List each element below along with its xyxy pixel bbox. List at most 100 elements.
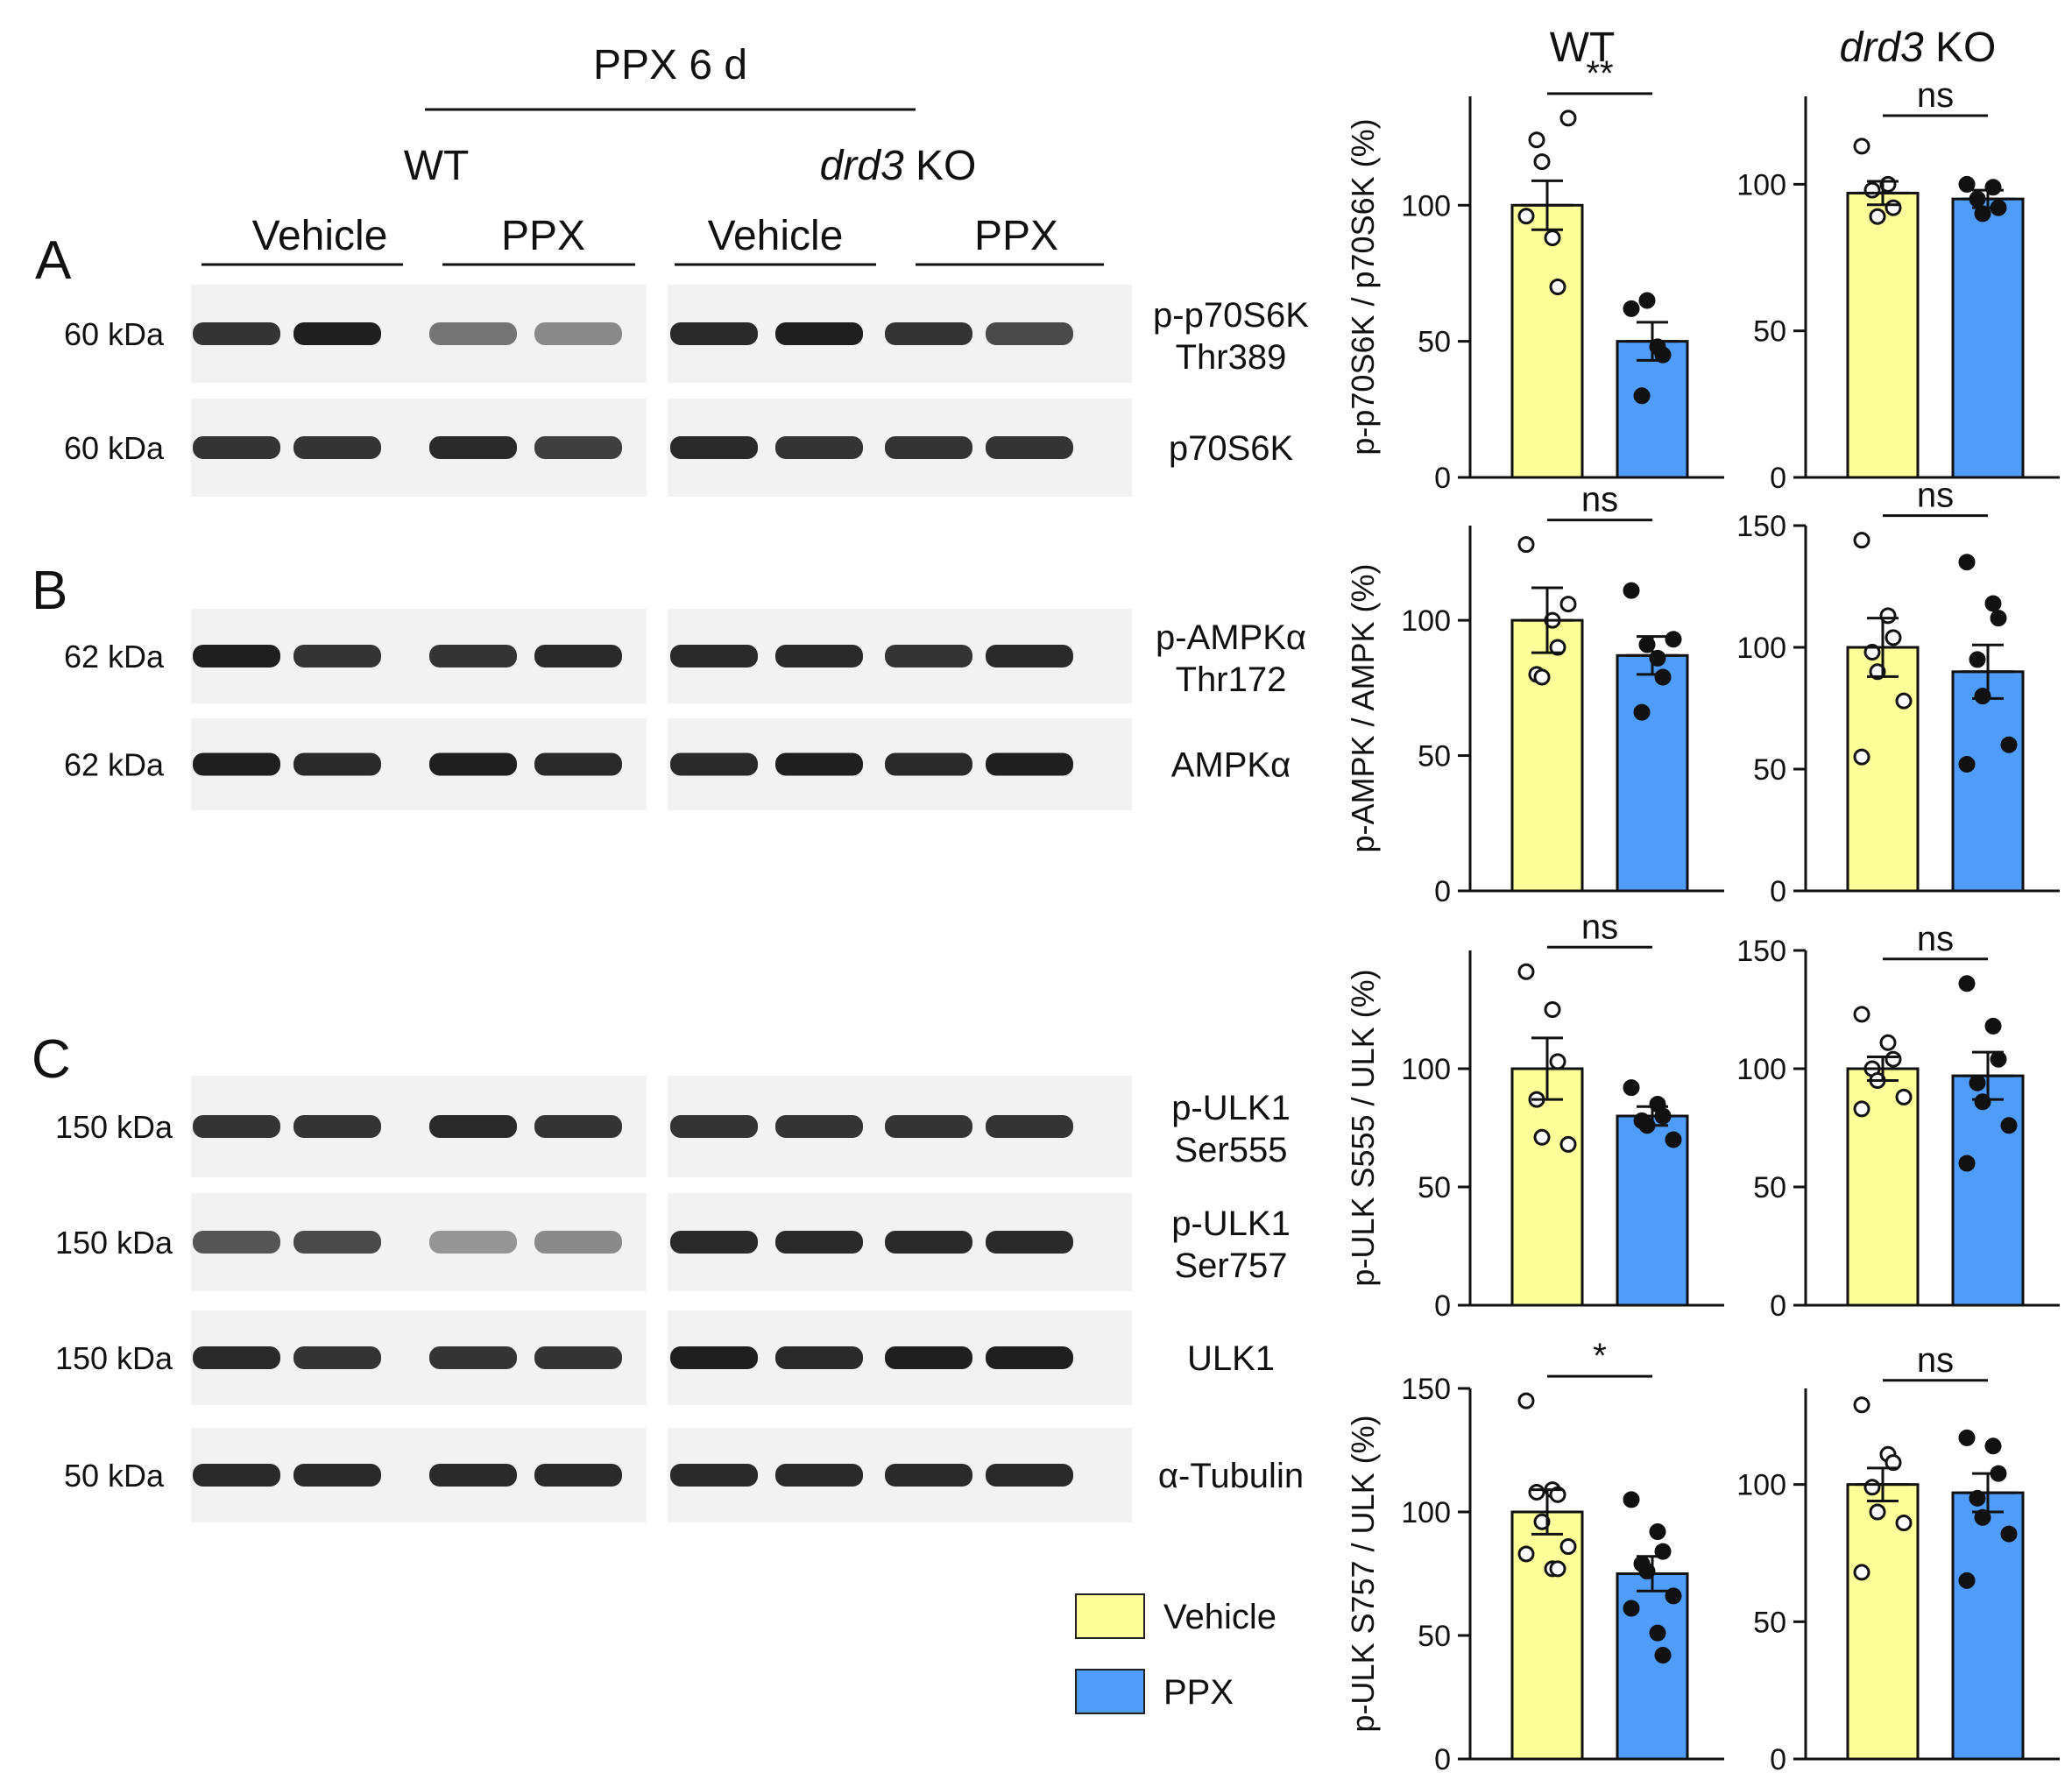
data-point <box>1654 668 1672 686</box>
data-point <box>1984 595 2002 612</box>
ko-suffix: KO <box>904 143 977 189</box>
data-point <box>1885 199 1902 216</box>
site-label: Ser757 <box>1175 1247 1288 1285</box>
protein-label: p-p70S6K <box>1153 296 1309 335</box>
blot-band <box>429 1115 517 1138</box>
blot-band <box>193 436 280 459</box>
blot-band <box>986 436 1073 459</box>
blot-band <box>885 1115 972 1138</box>
lane-group-label: PPX <box>974 213 1058 259</box>
blot-band <box>193 1464 280 1487</box>
y-tick-label: 150 <box>1736 510 1786 543</box>
data-point <box>1549 1053 1566 1070</box>
data-point <box>1958 1155 1976 1172</box>
data-point <box>1869 208 1886 225</box>
data-point <box>1649 1624 1666 1642</box>
y-tick-label: 50 <box>1753 1606 1786 1639</box>
protein-label: p70S6K <box>1169 429 1294 468</box>
blot-band <box>670 322 758 345</box>
bar-chart: 0 50 100 150 p-ULK S757 / ULK (%) * <box>1345 1337 1724 1776</box>
lane-group-label: Vehicle <box>708 213 844 259</box>
data-point <box>1559 596 1577 613</box>
blot-band <box>670 1231 758 1254</box>
blot-band <box>986 1231 1073 1254</box>
panel-letter-c: C <box>32 1029 71 1090</box>
data-point <box>1990 610 2007 627</box>
blot-band <box>293 1346 381 1369</box>
y-tick-label: 150 <box>1736 935 1786 968</box>
site-label: Thr389 <box>1176 338 1287 377</box>
blot-band <box>193 1231 280 1254</box>
data-point <box>2000 1525 2018 1543</box>
blot-band <box>670 645 758 667</box>
y-tick-label: 100 <box>1401 604 1451 638</box>
kda-label: 60 kDa <box>64 316 165 352</box>
data-point <box>1990 1050 2007 1068</box>
data-point <box>1863 644 1881 661</box>
chart-group-heading: drd3 KO <box>1840 25 1997 71</box>
panel-letter-b: B <box>32 561 67 621</box>
blot-band <box>670 752 758 776</box>
ko-suffix: KO <box>1924 25 1997 71</box>
data-point <box>1544 1001 1561 1018</box>
blot-band <box>429 1464 517 1487</box>
bar-chart: 0 50 100 ns <box>1736 1341 2060 1776</box>
bar-chart: 0 50 100 p-AMPK / AMPK (%) ns <box>1345 481 1724 908</box>
lane-group-label: Vehicle <box>252 213 388 259</box>
significance-label: * <box>1593 1337 1607 1375</box>
legend-swatch-vehicle <box>1075 1593 1145 1639</box>
data-point <box>1853 138 1870 155</box>
data-point <box>1665 1587 1682 1605</box>
data-point <box>1549 1560 1566 1578</box>
blot-band <box>775 752 863 776</box>
bar-chart: 0 50 100 p-p70S6K / p70S6K (%) ** <box>1345 54 1724 495</box>
data-point <box>1549 639 1566 656</box>
y-axis-title: p-AMPK / AMPK (%) <box>1345 563 1381 852</box>
data-point <box>1853 532 1870 549</box>
bar-ppx <box>1951 197 2025 479</box>
data-point <box>1623 1600 1640 1617</box>
significance-label: ns <box>1917 76 1954 115</box>
data-point <box>1895 1088 1913 1105</box>
y-tick-label: 50 <box>1418 740 1451 773</box>
data-point <box>1517 1392 1535 1409</box>
blot-band <box>293 322 381 345</box>
protein-label: p-ULK1 <box>1171 1204 1291 1243</box>
data-point <box>1559 109 1577 127</box>
data-point <box>1885 1050 1902 1068</box>
data-point <box>1895 1515 1913 1532</box>
y-tick-label: 100 <box>1401 1496 1451 1529</box>
blot-band <box>885 645 972 667</box>
blot-band <box>293 752 381 776</box>
y-tick-label: 0 <box>1770 462 1786 495</box>
data-point <box>1853 1100 1870 1118</box>
significance-label: ns <box>1581 908 1618 946</box>
data-point <box>1633 703 1651 721</box>
bar-vehicle <box>1510 1067 1584 1307</box>
bar-ppx <box>1616 653 1689 893</box>
y-tick-label: 100 <box>1736 632 1786 665</box>
data-point <box>1533 1128 1551 1146</box>
bar-chart: 0 50 100 ns <box>1736 76 2060 495</box>
blot-band <box>670 1464 758 1487</box>
blot-band <box>534 752 622 776</box>
data-point <box>1549 279 1566 295</box>
data-point <box>1623 1079 1640 1097</box>
y-tick-label: 0 <box>1770 1743 1786 1776</box>
blot-band <box>986 1464 1073 1487</box>
site-label: Ser555 <box>1175 1131 1288 1169</box>
bar-ppx <box>1616 340 1689 479</box>
data-point <box>1665 631 1682 648</box>
data-point <box>1517 536 1535 554</box>
data-point <box>1533 1513 1551 1530</box>
kda-label: 150 kDa <box>55 1225 173 1261</box>
significance-label: ns <box>1917 1341 1954 1380</box>
data-point <box>2000 1117 2018 1134</box>
significance-label: ns <box>1581 481 1618 519</box>
blot-band <box>885 1464 972 1487</box>
kda-label: 50 kDa <box>64 1458 165 1494</box>
y-tick-label: 100 <box>1736 1469 1786 1502</box>
significance-label: ns <box>1917 477 1954 515</box>
data-point <box>1974 1508 1991 1526</box>
lane-group-label: PPX <box>501 213 585 259</box>
